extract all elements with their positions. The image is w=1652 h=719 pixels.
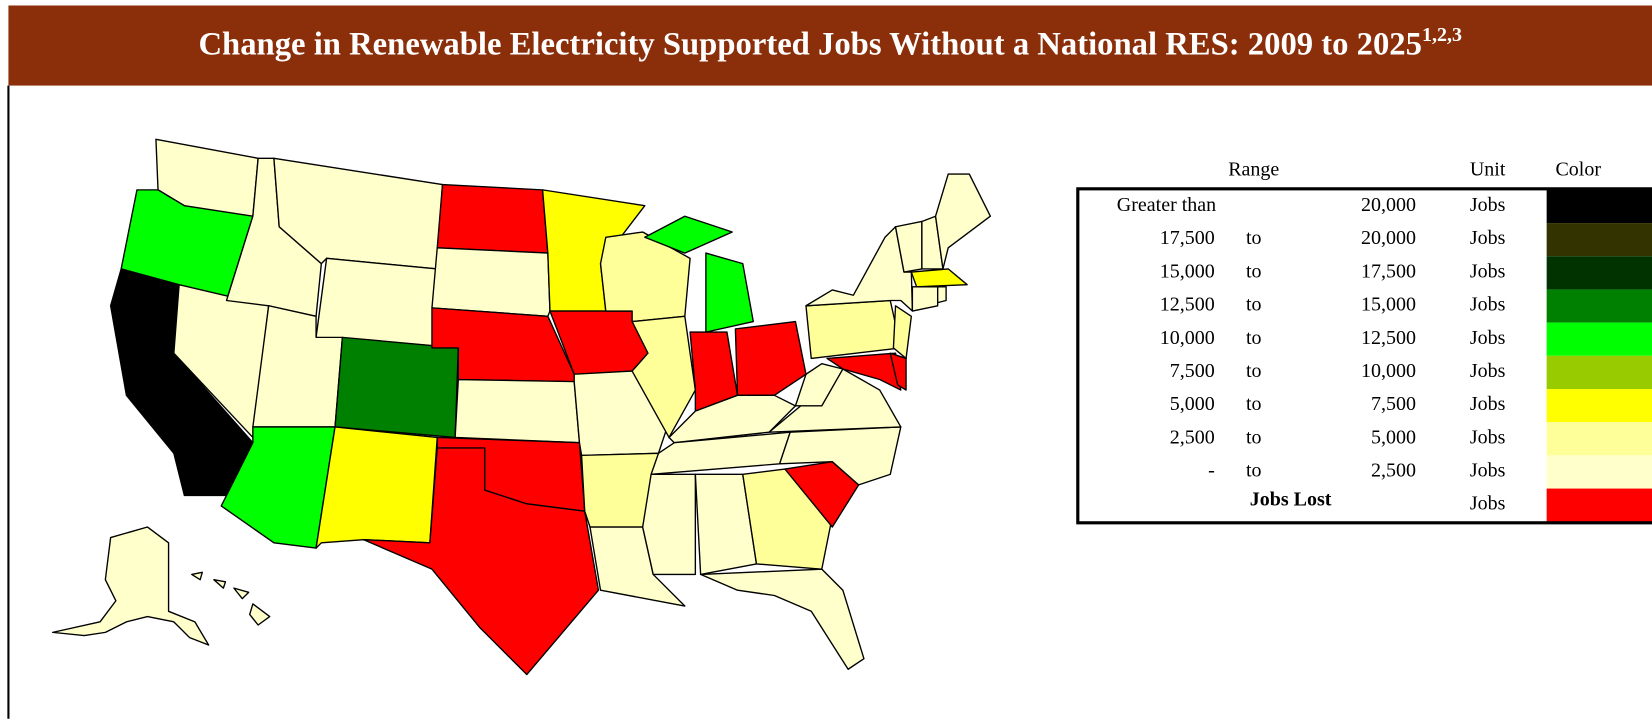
legend-from: 5,000 [1170,393,1215,415]
state [315,426,438,549]
state [436,183,549,254]
legend-from: 15,000 [1160,260,1215,282]
legend-swatch [1546,455,1652,489]
legend-unit: Jobs [1470,327,1506,349]
legend-to: 17,500 [1361,260,1416,282]
legend-separator: to [1246,426,1262,448]
legend-separator: to [1246,460,1262,482]
legend-swatch [1546,322,1652,356]
state [454,378,581,444]
legend-to: 10,000 [1361,360,1416,382]
title: Change in Renewable Electricity Supporte… [198,24,1461,62]
state [805,226,914,312]
state [910,268,968,288]
legend-separator: to [1246,327,1262,349]
legend-swatch [1546,289,1652,323]
legend-unit: Jobs [1470,393,1506,415]
legend-border [1076,187,1652,525]
legend-unit: Jobs [1470,260,1506,282]
legend-to: 2,500 [1371,460,1416,482]
legend-from: Greater than [1117,194,1216,216]
legend-unit: Jobs [1470,194,1506,216]
legend-header: Unit [1470,159,1506,181]
state [315,257,438,349]
state [249,603,271,626]
legend-unit: Jobs [1470,493,1506,515]
legend-unit: Jobs [1470,460,1506,482]
state [734,320,807,397]
state [794,363,844,407]
legend-from: 12,500 [1160,294,1215,316]
title-bar [8,5,1652,86]
state [805,299,902,360]
state [826,352,902,391]
legend-separator: to [1246,393,1262,415]
title-superscript: 1,2,3 [1422,24,1462,46]
state [334,336,459,439]
legend-to: 20,000 [1361,194,1416,216]
state [889,352,907,391]
legend-header: Range [1228,159,1279,181]
legend-to: 20,000 [1361,227,1416,249]
state [233,587,250,600]
legend-swatch [1546,355,1652,389]
legend-unit: Jobs [1470,227,1506,249]
legend-from: 2,500 [1170,426,1215,448]
state [644,215,733,254]
state [699,568,865,670]
legend: Range Unit Color Greater than 20,000 Jobs 1… [1076,159,1652,525]
us-map [51,138,992,676]
legend-to: 7,500 [1371,393,1416,415]
state [191,571,203,581]
legend-to: 12,500 [1361,327,1416,349]
legend-from: - [1208,460,1215,482]
legend-unit: Jobs [1470,360,1506,382]
legend-from: 17,500 [1160,227,1215,249]
state [892,305,913,360]
state [911,286,939,312]
legend-to: 15,000 [1361,294,1416,316]
legend-swatch [1546,189,1652,224]
legend-separator: to [1246,360,1262,382]
legend-unit: Jobs [1470,426,1506,448]
legend-to: 5,000 [1371,426,1416,448]
legend-label: Jobs Lost [1250,489,1332,511]
legend-separator: to [1246,294,1262,316]
state [934,173,992,270]
legend-header: Color [1555,159,1601,181]
state [589,526,686,607]
state [213,579,227,589]
state [936,286,947,304]
state [641,473,697,576]
legend-swatch [1546,389,1652,423]
state [768,368,902,433]
state [362,447,600,676]
legend-from: 7,500 [1170,360,1215,382]
title-text: Change in Renewable Electricity Supporte… [198,26,1421,62]
state [431,247,551,317]
legend-from: 10,000 [1160,327,1215,349]
state [51,526,210,646]
legend-unit: Jobs [1470,294,1506,316]
state [778,426,902,486]
legend-swatch [1546,422,1652,456]
legend-separator: to [1246,260,1262,282]
legend-separator: to [1246,227,1262,249]
legend-swatch [1546,256,1652,290]
state [705,252,754,333]
legend-swatch [1546,223,1652,257]
legend-swatch [1546,488,1652,522]
